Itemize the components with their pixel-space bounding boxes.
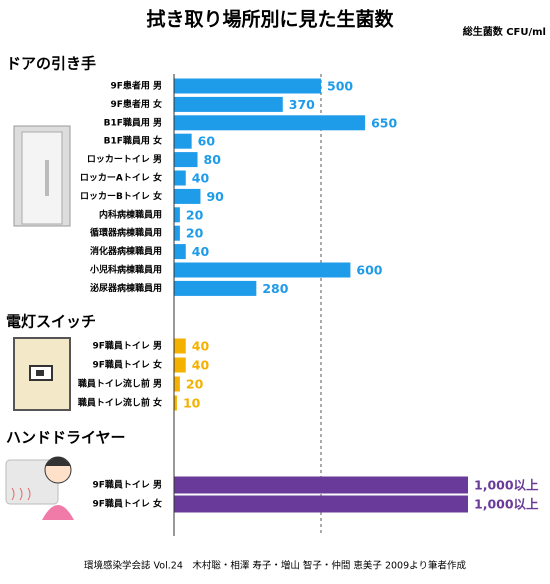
value-label: 370 xyxy=(289,97,315,112)
dryer-icon xyxy=(5,456,74,520)
value-label: 1,000以上 xyxy=(474,478,539,493)
category-label: 内科病棟職員用 xyxy=(99,208,162,220)
bar xyxy=(174,152,198,168)
value-label: 80 xyxy=(204,152,222,167)
bar xyxy=(174,78,321,94)
value-label: 60 xyxy=(198,134,216,149)
bar xyxy=(174,225,180,241)
bar xyxy=(174,395,177,411)
value-label: 90 xyxy=(206,189,224,204)
value-label: 20 xyxy=(186,377,204,392)
category-label: B1F職員用 男 xyxy=(104,116,162,128)
unit-label: 総生菌数 CFU/ml xyxy=(463,25,546,38)
chart-title: 拭き取り場所別に見た生菌数 xyxy=(146,8,394,31)
category-label: 消化器病棟職員用 xyxy=(90,245,162,257)
group-title: ハンドドライヤー xyxy=(6,429,126,447)
category-label: 小児科病棟職員用 xyxy=(89,264,162,276)
value-label: 20 xyxy=(186,207,204,222)
category-label: ロッカートイレ 男 xyxy=(87,154,162,165)
category-label: 9F職員トイレ 男 xyxy=(92,340,162,352)
group-title: 電灯スイッチ xyxy=(6,313,96,331)
value-label: 600 xyxy=(356,263,382,278)
value-label: 650 xyxy=(371,115,397,130)
bar xyxy=(174,188,201,204)
category-label: 職員トイレ流し前 女 xyxy=(78,397,162,409)
bar xyxy=(174,96,283,112)
bar xyxy=(174,338,186,354)
value-label: 20 xyxy=(186,226,204,241)
value-label: 280 xyxy=(262,281,288,296)
bar xyxy=(174,170,186,186)
value-label: 40 xyxy=(192,244,210,259)
door-icon xyxy=(13,125,71,227)
bar xyxy=(174,133,192,149)
group-title: ドアの引き手 xyxy=(6,55,96,73)
category-label: ロッカーAトイレ 女 xyxy=(80,172,162,184)
bar xyxy=(174,115,366,131)
value-label: 40 xyxy=(192,171,210,186)
value-label: 500 xyxy=(327,79,353,94)
category-label: ロッカーBトイレ 女 xyxy=(80,190,162,202)
category-label: 9F患者用 女 xyxy=(110,98,162,110)
category-label: 循環器病棟職員用 xyxy=(90,227,162,239)
bar xyxy=(174,495,468,513)
bar xyxy=(174,357,186,373)
bar xyxy=(174,207,180,223)
category-label: B1F職員用 女 xyxy=(104,135,162,147)
value-label: 40 xyxy=(192,358,210,373)
value-label: 10 xyxy=(183,396,201,411)
category-label: 9F職員トイレ 女 xyxy=(92,498,162,510)
bar xyxy=(174,476,468,494)
value-label: 1,000以上 xyxy=(474,497,539,512)
source-note: 環境感染学会誌 Vol.24 木村聡・相澤 寿子・増山 智子・仲間 恵美子 20… xyxy=(84,560,466,572)
value-label: 40 xyxy=(192,339,210,354)
category-label: 職員トイレ流し前 男 xyxy=(78,378,162,390)
category-label: 9F職員トイレ 男 xyxy=(92,479,162,491)
bar xyxy=(174,280,257,296)
bar xyxy=(174,376,180,392)
category-label: 泌尿器病棟職員用 xyxy=(90,282,162,294)
bar xyxy=(174,244,186,260)
switch-icon xyxy=(13,337,71,411)
category-label: 9F職員トイレ 女 xyxy=(92,359,162,371)
category-label: 9F患者用 男 xyxy=(110,80,162,92)
bar xyxy=(174,262,351,278)
